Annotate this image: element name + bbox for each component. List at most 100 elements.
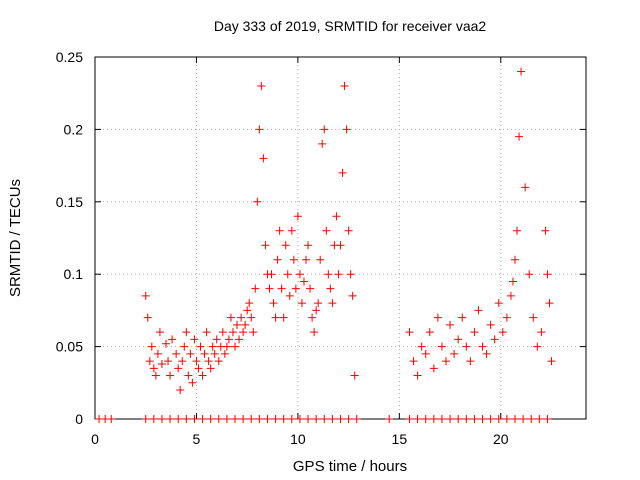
baseline-point [107,415,116,423]
data-point [241,320,250,329]
data-point [446,320,455,329]
data-point [176,386,185,395]
data-point [533,342,542,351]
data-point [328,299,337,308]
data-point [168,335,177,344]
data-point [285,291,294,300]
baseline-point [429,415,438,423]
data-point [214,357,223,366]
data-point [409,357,418,366]
data-point [182,328,191,337]
data-point [180,342,189,351]
data-point [545,299,554,308]
data-point [279,313,288,322]
data-point [326,284,335,293]
baseline-point [206,415,215,423]
baseline-point [295,415,304,423]
baseline-point [247,415,256,423]
data-point [547,357,556,366]
data-point [543,270,552,279]
data-point [417,342,426,351]
data-point [239,328,248,337]
baseline-point [405,415,414,423]
y-tick-label: 0 [75,411,83,427]
data-point [184,371,193,380]
data-point [194,364,203,373]
data-point [143,313,152,322]
data-point [324,270,333,279]
data-point [336,241,345,250]
data-point [226,313,235,322]
data-point [474,306,483,315]
data-point [334,270,343,279]
baseline-point [271,415,280,423]
data-point [310,328,319,337]
baseline-point [336,415,345,423]
baseline-point [413,415,422,423]
data-point [320,125,329,134]
data-point [228,328,237,337]
grid [95,57,586,419]
x-tick-label: 20 [493,431,509,447]
baseline-point [255,415,264,423]
data-point [190,335,199,344]
data-point [521,183,530,192]
baseline-point [470,415,479,423]
x-tick-label: 5 [193,431,201,447]
data-point [425,328,434,337]
y-tick-label: 0.2 [64,121,84,137]
data-point [482,349,491,358]
data-point [233,320,242,329]
data-point [515,132,524,141]
data-point [261,241,270,250]
data-point [271,313,280,322]
data-point [206,364,215,373]
data-point [291,284,300,293]
y-tick-label: 0.25 [56,49,83,65]
data-point [299,277,308,286]
data-point [502,313,511,322]
data-point [541,226,550,235]
baseline-point [263,415,272,423]
data-point [466,357,475,366]
x-tick-label: 15 [392,431,408,447]
x-tick-label: 0 [91,431,99,447]
data-point [155,328,164,337]
x-axis-title: GPS time / hours [293,458,407,475]
data-point [202,328,211,337]
data-point [172,349,181,358]
baseline-point [182,415,191,423]
data-point [277,284,286,293]
data-point [525,270,534,279]
data-point [454,335,463,344]
data-point [486,320,495,329]
data-point [346,270,355,279]
baseline-point [328,415,337,423]
data-point [247,313,256,322]
data-point [237,313,246,322]
data-point [259,154,268,163]
data-point [196,342,205,351]
data-point [338,168,347,177]
baseline-point [352,415,361,423]
baseline-point [454,415,463,423]
baseline-point [535,415,544,423]
data-point [162,339,171,348]
data-point [145,357,154,366]
baseline-point [527,415,536,423]
data-point [302,255,311,264]
data-point [157,359,166,368]
data-point [243,306,252,315]
baseline-point [385,415,394,423]
data-point [208,342,217,351]
baseline-point [230,415,239,423]
data-point [220,349,229,358]
data-point [490,335,499,344]
data-point [281,241,290,250]
baseline-point [510,415,519,423]
data-point [289,255,298,264]
baseline-point [344,415,353,423]
data-point [257,81,266,90]
data-point [249,328,258,337]
data-point [230,342,239,351]
